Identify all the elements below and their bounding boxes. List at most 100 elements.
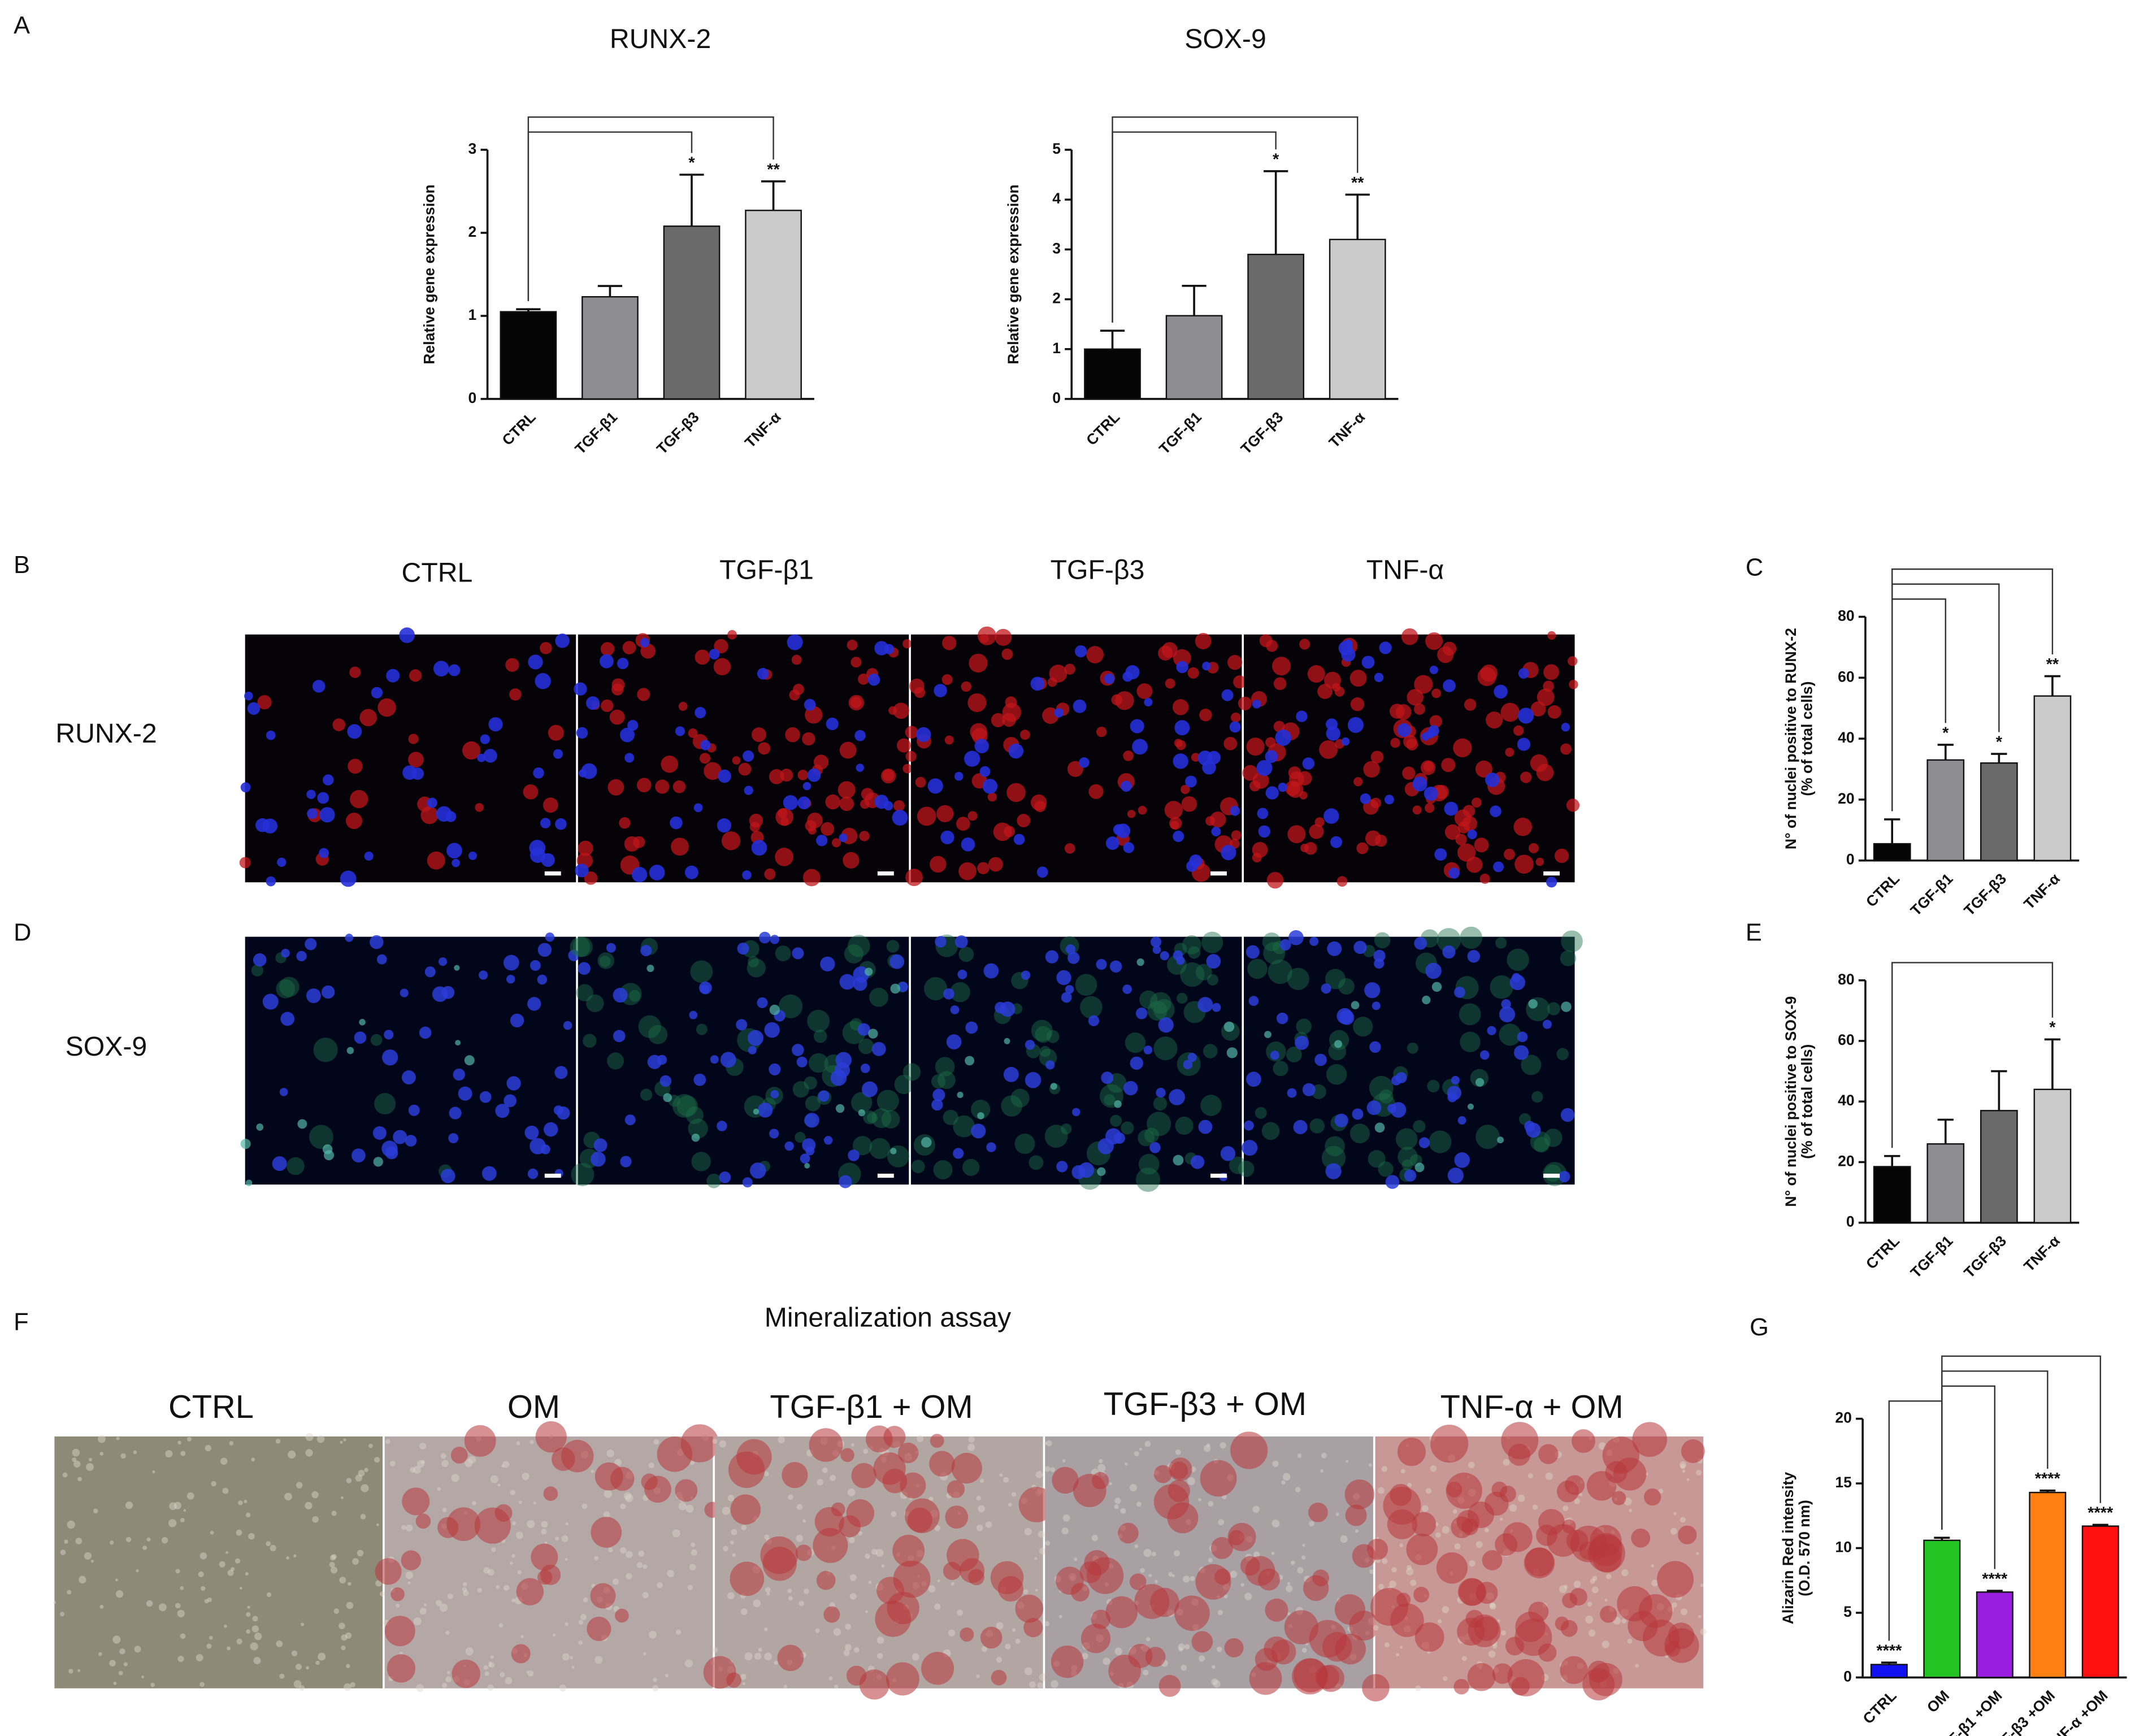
image-speck [730,1494,761,1525]
image-speck [685,1106,704,1125]
image-speck [1383,1487,1421,1525]
image-speck [1434,848,1447,861]
image-speck [168,1519,177,1527]
image-speck [1680,1461,1687,1468]
image-speck [1001,648,1013,660]
image-speck [1221,689,1234,701]
image-speck [371,687,383,698]
image-speck [300,1622,305,1626]
image-speck [619,817,631,829]
image-speck [1369,1041,1381,1053]
image-speck [843,852,860,869]
image-speck [408,734,419,744]
image-speck [1511,1677,1530,1696]
y-tick-label: 60 [1838,1031,1854,1048]
image-speck [1105,836,1119,850]
image-speck [198,1571,204,1578]
image-speck [585,696,600,710]
image-speck [1339,1010,1355,1025]
image-speck [727,1495,735,1501]
image-speck [1144,1440,1151,1447]
image-speck [1334,1040,1343,1048]
image-speck [670,816,683,830]
image-speck [318,1652,326,1661]
image-speck [281,948,290,958]
image-speck [839,974,856,990]
image-speck [523,784,539,800]
image-speck [555,1537,559,1541]
image-speck [979,1478,984,1483]
image-speck [411,767,424,780]
image-speck [1436,1552,1468,1584]
y-tick-label: 2 [468,223,477,240]
image-speck [1297,1453,1302,1458]
image-speck [1459,1003,1481,1026]
image-speck [1325,1136,1345,1157]
image-speck [687,1585,693,1590]
image-speck [316,1435,325,1443]
image-speck [640,637,650,648]
image-speck [808,826,817,835]
image-speck [204,1599,209,1604]
image-speck [115,1590,124,1598]
image-speck [976,1496,981,1501]
image-speck [510,1013,524,1028]
image-speck [1130,719,1144,734]
image-speck [1183,1576,1190,1583]
image-speck [1369,1569,1374,1574]
image-speck [865,967,873,976]
image-speck [244,691,253,701]
image-speck [1158,1674,1181,1697]
y-axis-label: (% of total cells) [1799,682,1816,796]
image-speck [1513,817,1532,836]
image-speck [943,1109,958,1126]
image-speck [617,657,629,670]
panel-label: C [1746,554,1763,581]
image-speck [678,1502,687,1511]
image-speck [1413,703,1425,715]
image-speck [1696,1552,1699,1555]
image-speck [568,949,580,961]
image-speck [1255,1107,1267,1119]
row-label: RUNX-2 [55,718,157,749]
image-speck [606,943,616,953]
image-speck [1366,1100,1382,1116]
x-tick-label: TGF-β1 [1156,409,1205,458]
image-speck [1517,737,1531,751]
image-speck [931,1099,943,1111]
image-speck [1229,721,1241,733]
image-speck [541,853,555,867]
image-speck [700,740,711,750]
image-speck [1288,930,1304,945]
image-speck [120,1453,126,1459]
image-speck [340,1496,344,1499]
image-speck [875,1549,884,1557]
image-speck [601,699,614,713]
image-speck [445,1676,452,1683]
image-speck [1249,1662,1282,1695]
y-tick-label: 60 [1838,668,1854,685]
image-speck [594,1656,603,1664]
image-speck [691,1549,698,1556]
image-speck [250,1642,258,1651]
bar [1980,762,2018,861]
image-speck [1050,1083,1057,1090]
image-speck [1246,1071,1261,1087]
image-speck [593,1138,607,1152]
image-speck [1314,1053,1327,1066]
image-speck [764,1534,770,1540]
image-speck [1515,854,1534,874]
image-speck [1431,688,1441,698]
image-speck [1517,1031,1528,1043]
image-speck [1108,1655,1142,1687]
image-speck [843,1650,850,1656]
micrograph [570,931,914,1188]
image-speck [1012,1492,1017,1497]
image-speck [339,1622,345,1629]
significance-label: ** [2046,656,2059,674]
image-speck [68,1669,73,1674]
y-tick-label: 3 [1052,240,1061,257]
image-speck [1121,1121,1134,1135]
image-speck [704,762,722,780]
